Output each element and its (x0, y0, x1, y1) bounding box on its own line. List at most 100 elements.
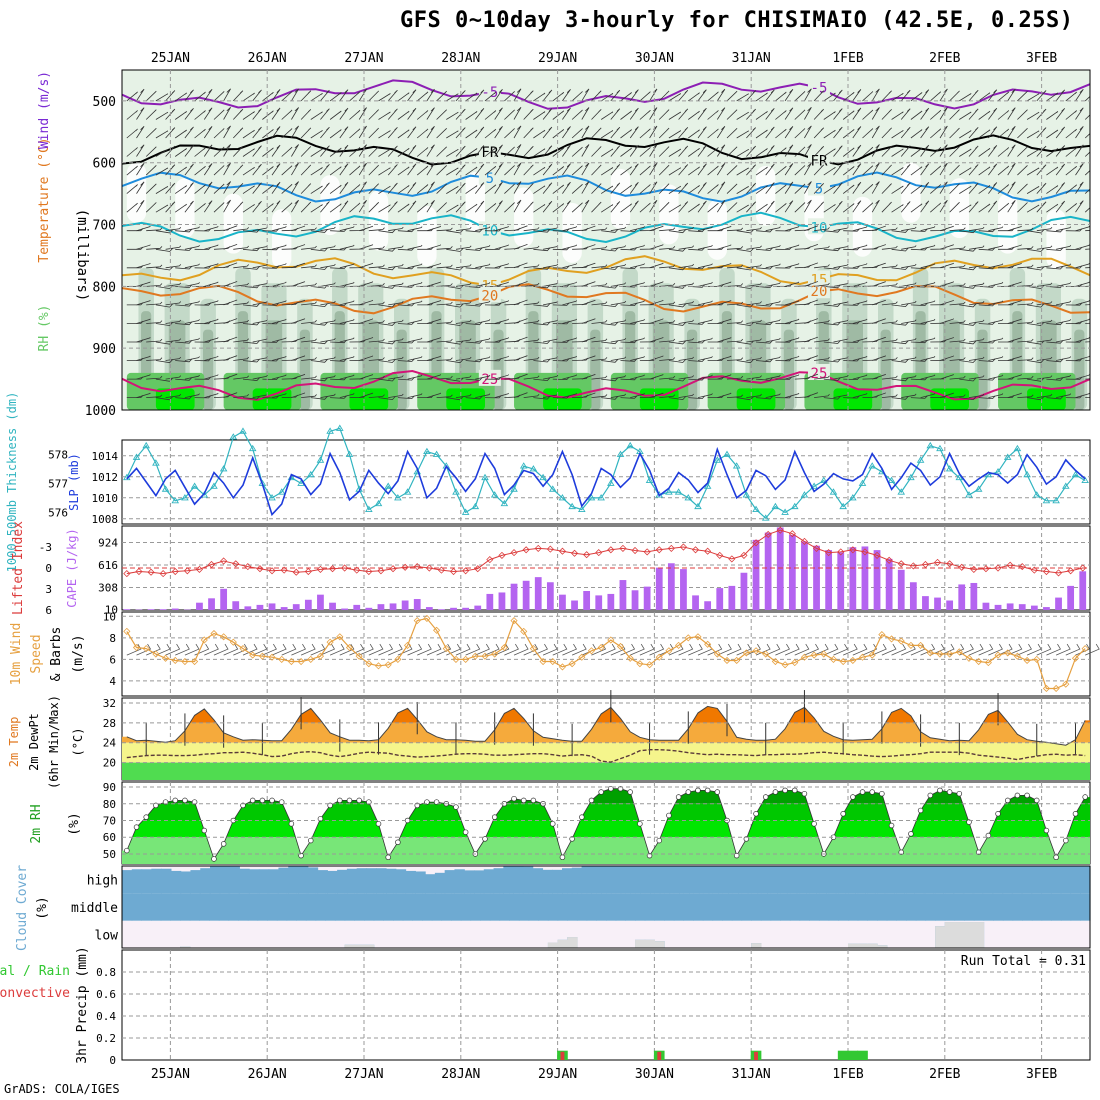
wind-barb (223, 225, 238, 232)
wind-barb (968, 182, 979, 194)
wind-barb (949, 90, 960, 102)
wind-barb (1065, 128, 1077, 139)
wind-barb (920, 107, 930, 120)
wind-barb (620, 184, 632, 194)
lifted-index-point (704, 547, 712, 555)
wind-barb (1084, 132, 1090, 139)
wind-barb (436, 202, 447, 213)
wind-barb-10m (784, 643, 800, 656)
wind-barb (630, 337, 645, 343)
wind-barb (630, 300, 645, 306)
cape-bar (522, 580, 530, 610)
wind-barb (978, 247, 996, 251)
thickness-point (229, 433, 238, 440)
wind-barb (426, 392, 442, 398)
wind-barb (591, 394, 608, 398)
wind-barb (523, 146, 534, 157)
wind-barb (552, 110, 565, 120)
wind-barb (416, 165, 429, 176)
lifted-index-point (970, 565, 978, 573)
wind-barb (397, 147, 410, 157)
wind-barb (755, 395, 773, 400)
precip-ylabel: 3hr Precip (mm) (75, 946, 90, 1063)
cloud-bar-high (620, 866, 632, 894)
wind-tick-label: 8 (109, 632, 116, 645)
cloud-bar-high (865, 866, 876, 894)
date-label-bottom: 3FEB (1026, 1067, 1057, 1082)
wind-barb (262, 203, 274, 213)
wind-barb (852, 89, 862, 102)
cloud-bar-high (386, 868, 397, 894)
wind-barb (610, 108, 621, 120)
wind-barb (988, 182, 998, 194)
wind-barb (213, 202, 225, 213)
wind-barb (1027, 266, 1045, 271)
pressure-tick-label: 900 (93, 342, 116, 357)
wind-barb (900, 145, 911, 157)
temperature-contour (122, 255, 1090, 287)
wind-barb (533, 266, 551, 270)
wind-barb (852, 163, 862, 176)
cape-bar (208, 598, 215, 610)
wind-barb (1056, 374, 1072, 380)
wind-barb (1027, 377, 1045, 382)
rh-point (782, 787, 788, 794)
wind-tick-label: 4 (109, 675, 116, 688)
wind-barb (310, 303, 328, 308)
wind-barb (542, 145, 553, 157)
wind-barb (1056, 393, 1072, 398)
wind-barb (484, 203, 497, 213)
wind-barb (523, 183, 534, 194)
wind-barb (959, 111, 972, 120)
wind-barb (804, 199, 812, 213)
temp-band (122, 762, 1090, 780)
wind-barb (436, 183, 447, 194)
wind-barb (233, 338, 249, 343)
wind-barb (678, 356, 694, 361)
wind-barb (436, 283, 453, 287)
wind-barb (794, 165, 806, 176)
wind-barb (523, 375, 540, 380)
wind-barb (465, 377, 483, 381)
wind-barb (978, 321, 996, 325)
wind-speed-point (762, 650, 770, 658)
wind-barb (697, 226, 713, 232)
thickness-point (781, 508, 789, 515)
rh-point (772, 789, 779, 795)
wind-barb (349, 91, 361, 102)
rh-point (908, 831, 914, 837)
wind-barb (658, 146, 670, 157)
cloud-bar-middle (877, 893, 888, 921)
wind-barb (310, 92, 323, 102)
wind-barb (291, 125, 299, 139)
wind-barb (765, 89, 775, 102)
wind-barb (697, 319, 713, 324)
wind-barb-10m (562, 643, 578, 656)
wind-barb (804, 355, 819, 361)
lifted-index-point (655, 546, 663, 554)
thickness-point (897, 488, 906, 495)
wind-barb (436, 375, 453, 380)
wind-barb (494, 200, 503, 213)
wind-barb (765, 245, 781, 250)
wind-barb (784, 107, 794, 120)
upper-air-frame (121, 69, 1091, 411)
wind-barb (581, 144, 590, 157)
date-label-top: 1FEB (832, 51, 863, 66)
wind-barb (407, 244, 423, 250)
wind-barb (610, 164, 621, 176)
thickness-point (916, 456, 925, 463)
wind-barb (1027, 359, 1045, 364)
wind-barb (204, 300, 219, 306)
cloud-bar-high (131, 869, 143, 894)
wind-speed-point (975, 657, 983, 666)
lifted-index-point (401, 563, 409, 571)
cloud-bar-high (943, 866, 954, 894)
wind-barb (901, 245, 917, 250)
wind-barb (784, 89, 794, 102)
rh-saturated-layer (252, 388, 292, 410)
wind-barb (688, 340, 706, 344)
wind-barb (891, 185, 904, 194)
wind-barb (1055, 163, 1066, 176)
wind-barb (804, 107, 812, 120)
